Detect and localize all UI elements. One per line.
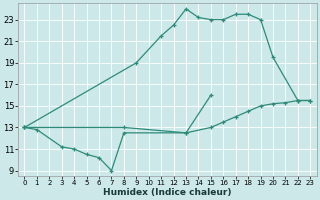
X-axis label: Humidex (Indice chaleur): Humidex (Indice chaleur) [103,188,232,197]
